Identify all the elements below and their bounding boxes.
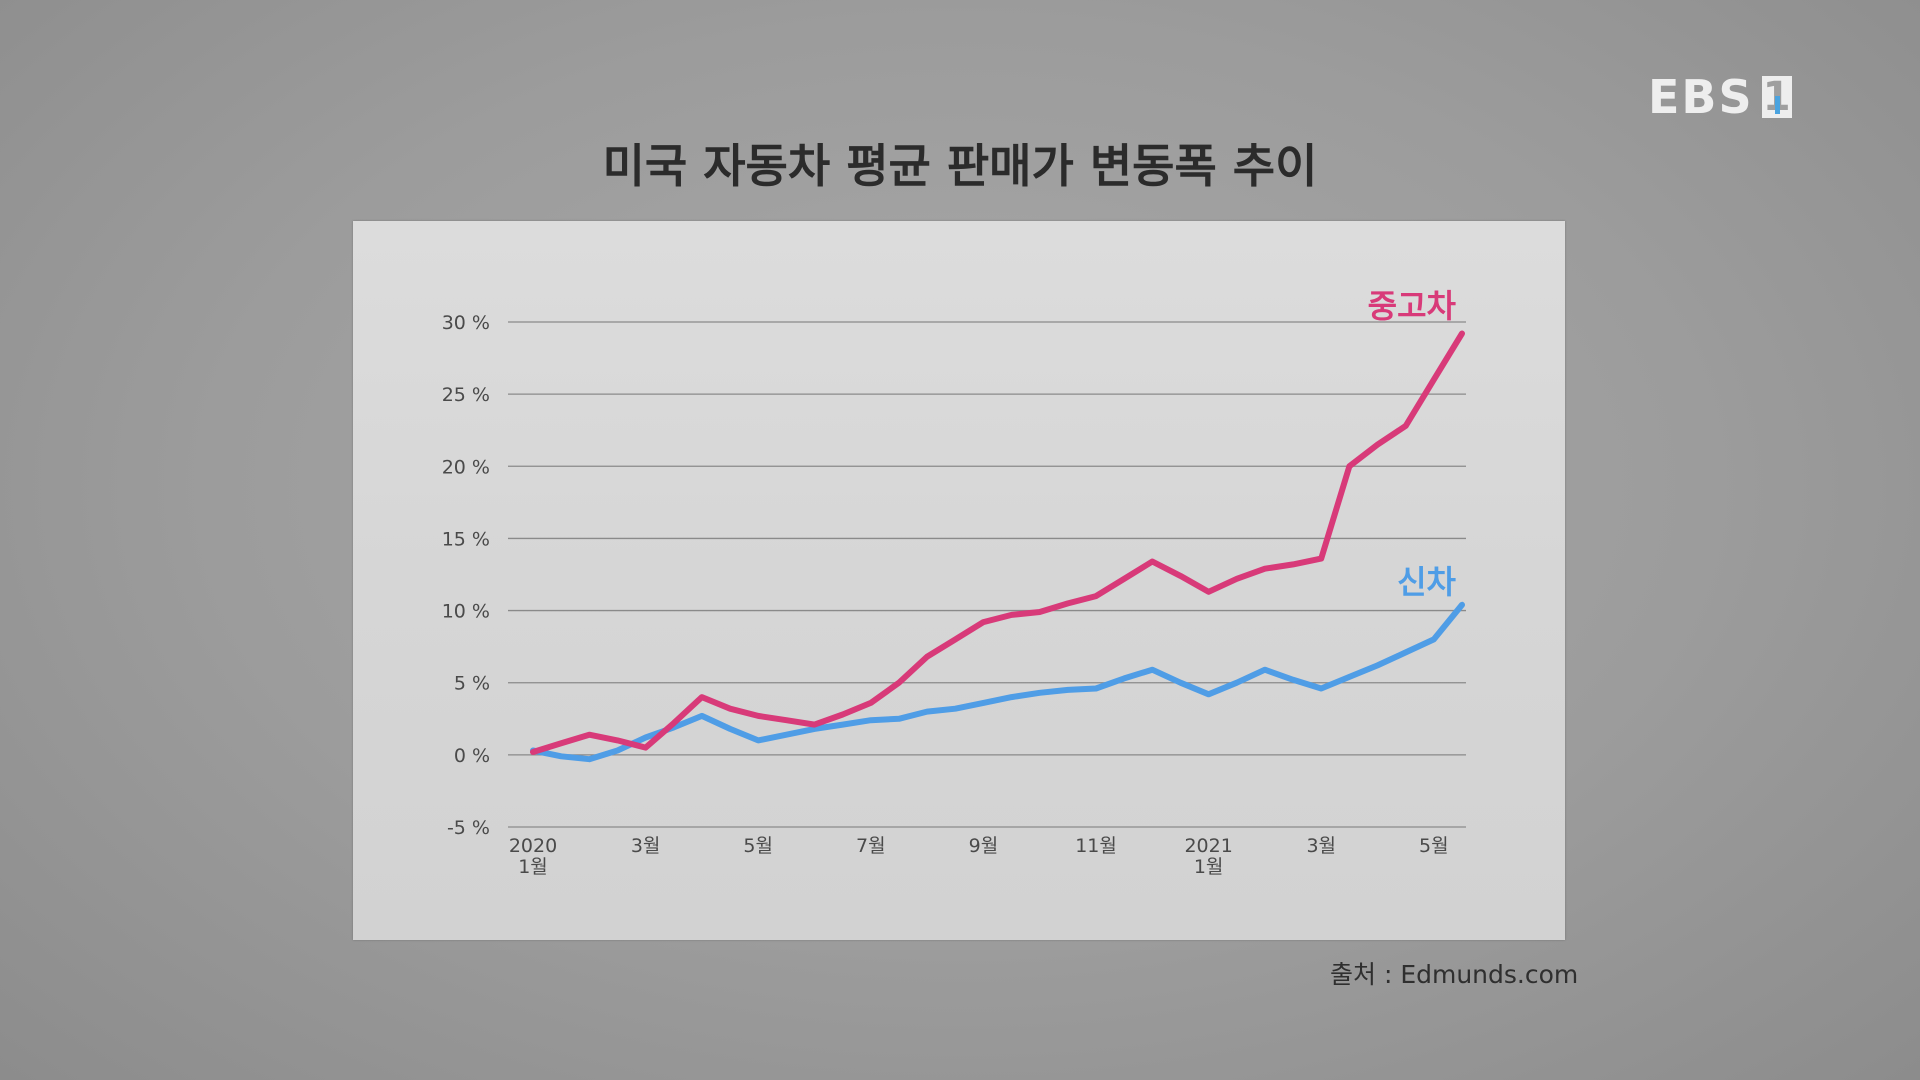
x-tick-label: 3월 xyxy=(631,835,661,857)
y-tick-label: -5 % xyxy=(447,817,490,839)
chart-title: 미국 자동차 평균 판매가 변동폭 추이 xyxy=(0,130,1920,196)
x-tick-label: 5월 xyxy=(743,835,773,857)
y-tick-label: 15 % xyxy=(442,528,490,550)
series-label-new-car: 신차 xyxy=(1397,563,1456,601)
x-tick-label: 9월 xyxy=(969,835,999,857)
y-tick-label: 5 % xyxy=(454,673,490,695)
series-label-used-car: 중고차 xyxy=(1368,287,1457,325)
x-tick-label: 2020 xyxy=(509,835,557,857)
channel-number-box: 1 xyxy=(1761,76,1792,118)
y-tick-label: 20 % xyxy=(442,456,490,478)
source-credit: 출처 : Edmunds.com xyxy=(1330,960,1579,989)
x-tick-label: 7월 xyxy=(856,835,886,857)
x-tick-label: 3월 xyxy=(1306,835,1336,857)
y-tick-label: 0 % xyxy=(454,745,490,767)
x-tick-label: 11월 xyxy=(1075,835,1117,857)
ebs-logo: EBS 1 xyxy=(1648,72,1792,122)
chart-title-text: 미국 자동차 평균 판매가 변동폭 추이 xyxy=(602,139,1318,193)
series-line-used-car xyxy=(530,330,1465,755)
x-tick-label: 5월 xyxy=(1419,835,1449,857)
x-tick-label: 1월 xyxy=(518,856,548,878)
series-line-new-car xyxy=(530,601,1465,763)
logo-text: EBS xyxy=(1648,70,1754,124)
x-tick-label: 2021 xyxy=(1184,835,1232,857)
y-tick-label: 10 % xyxy=(442,601,490,623)
chart-paper xyxy=(353,221,1565,940)
y-tick-label: 25 % xyxy=(442,384,490,406)
y-tick-label: 30 % xyxy=(442,312,490,334)
x-tick-label: 1월 xyxy=(1194,856,1224,878)
channel-accent xyxy=(1774,96,1780,114)
